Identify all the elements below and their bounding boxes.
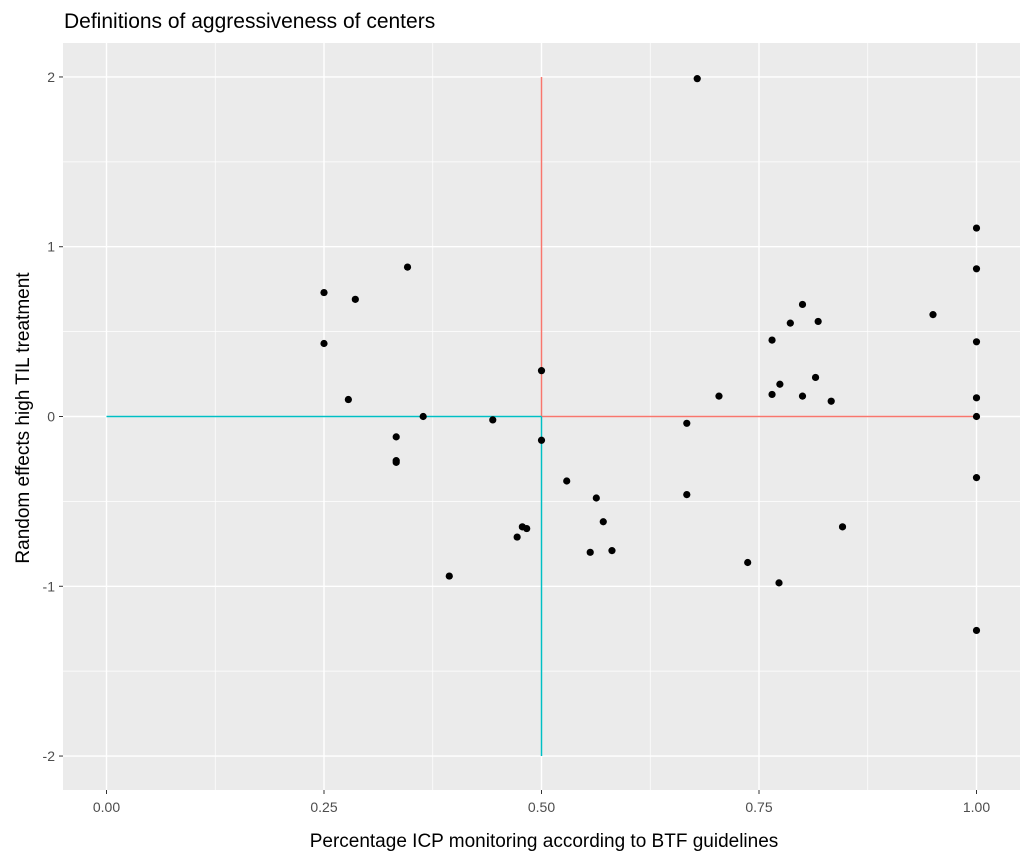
data-point [768, 336, 776, 344]
y-tick-label: 1 [47, 239, 55, 255]
data-point [586, 548, 594, 556]
data-point [972, 224, 981, 232]
data-point [537, 436, 546, 444]
data-point [972, 474, 981, 482]
data-point [445, 572, 453, 580]
x-tick-label: 0.25 [310, 799, 337, 815]
data-point [392, 433, 400, 441]
data-point [798, 300, 807, 309]
data-point [392, 458, 400, 466]
data-point [972, 394, 981, 402]
data-point [320, 288, 328, 297]
data-point [972, 626, 981, 635]
data-point [563, 477, 571, 485]
data-point [972, 412, 981, 421]
x-tick-label: 0.00 [93, 799, 120, 815]
x-axis-label: Percentage ICP monitoring according to B… [310, 831, 779, 852]
data-point [972, 265, 981, 273]
y-tick-label: -1 [43, 578, 56, 594]
data-point [592, 494, 600, 502]
data-point [403, 263, 412, 271]
data-point [693, 75, 701, 83]
data-point [814, 317, 822, 326]
y-axis-label: Random effects high TIL treatment [13, 272, 34, 564]
x-axis-ticks: 0.00 0.25 0.50 0.75 1.00 [93, 790, 990, 815]
data-point [972, 338, 981, 346]
data-point [608, 547, 616, 555]
data-point [776, 380, 784, 388]
y-tick-label: -2 [43, 748, 56, 764]
data-point [351, 295, 359, 303]
data-point [344, 395, 352, 404]
chart-title: Definitions of aggressiveness of centers [64, 10, 435, 33]
data-point [798, 392, 807, 400]
x-tick-label: 1.00 [963, 799, 990, 815]
data-point [811, 373, 820, 382]
data-points [320, 75, 981, 635]
data-point [419, 412, 427, 421]
data-point [513, 533, 521, 541]
data-point [683, 490, 691, 499]
data-point [599, 518, 607, 526]
data-point [537, 367, 546, 375]
data-point [523, 524, 531, 533]
y-tick-label: 2 [47, 69, 55, 85]
data-point [744, 558, 752, 567]
x-tick-label: 0.75 [745, 799, 772, 815]
data-point [827, 397, 835, 405]
data-point [320, 339, 328, 348]
y-axis-ticks: -2 -1 0 1 2 [43, 69, 63, 764]
data-point [838, 523, 847, 531]
data-point [786, 319, 794, 327]
data-point [775, 579, 783, 587]
data-point [489, 416, 497, 424]
data-point [929, 311, 937, 319]
data-point [683, 419, 691, 427]
data-point [715, 392, 723, 400]
data-point [768, 390, 776, 399]
x-tick-label: 0.50 [528, 799, 555, 815]
reference-lines [106, 76, 977, 757]
y-tick-label: 0 [47, 409, 55, 425]
